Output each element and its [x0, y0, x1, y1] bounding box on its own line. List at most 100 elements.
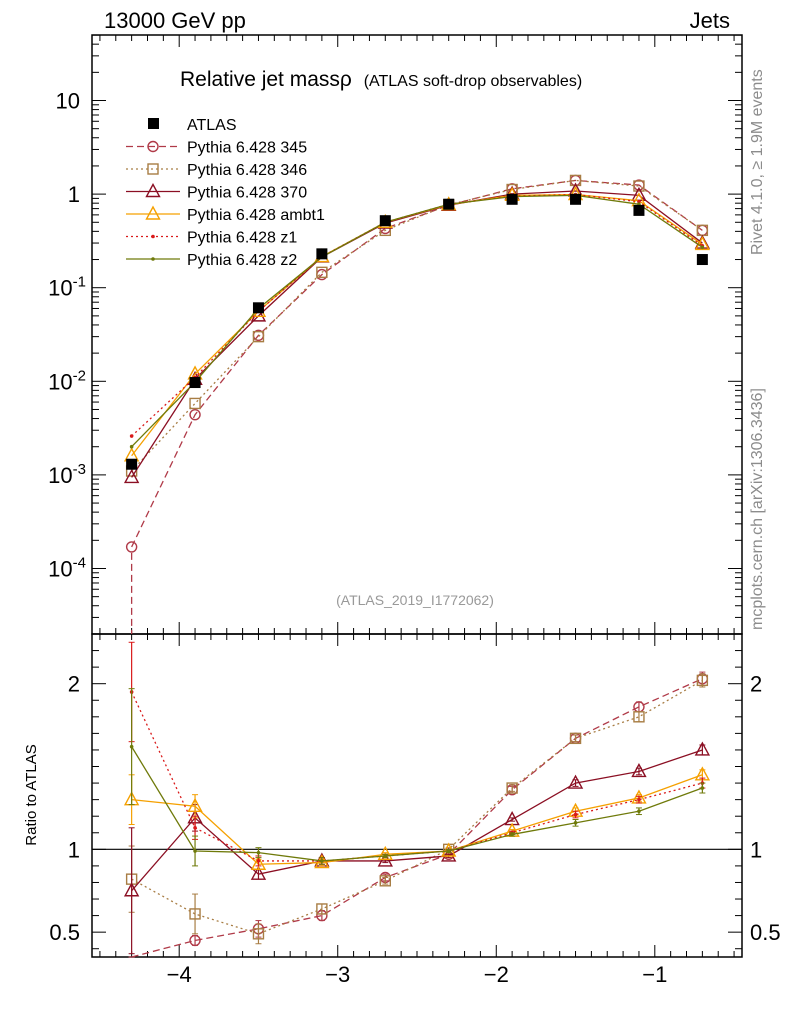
y-tick-label: 10-2 [48, 367, 86, 394]
header-right: Jets [690, 8, 730, 33]
legend-marker [148, 118, 159, 129]
y-tick-label-exponent: -3 [73, 461, 86, 478]
legend-entry-3: Pythia 6.428 ambt1 [126, 205, 325, 224]
x-tick-label: −3 [325, 962, 350, 987]
ratio-y-axis-label: Ratio to ATLAS [23, 744, 40, 845]
legend-label: Pythia 6.428 346 [187, 162, 307, 179]
ratio-point [129, 744, 134, 749]
y-tick-label-base: 10 [48, 556, 72, 581]
series-point [125, 541, 138, 553]
y-tick-label-exponent: -4 [73, 554, 86, 571]
ratio-point [567, 774, 584, 789]
y-tick-label-base: 10 [48, 369, 72, 394]
legend-entry-data: ATLAS [148, 117, 237, 134]
ratio-point [314, 854, 330, 869]
ratio-y-tick-label: 2 [68, 672, 80, 697]
legend-label: Pythia 6.428 ambt1 [187, 207, 325, 224]
series-line [131, 194, 703, 448]
ratio-point [441, 847, 457, 862]
series-point [129, 444, 134, 449]
mcplots-reference-label: mcplots.cern.ch [arXiv:1306.3436] [749, 388, 766, 630]
ratio-point [320, 859, 324, 863]
ratio-line [131, 679, 703, 935]
y-tick-label: 10-3 [48, 461, 86, 488]
data-point [443, 198, 455, 210]
legend-label: ATLAS [187, 117, 237, 134]
legend: ATLAS Pythia 6.428 345 Pythia 6.428 346 Pyt… [126, 117, 325, 269]
series-point [189, 397, 201, 410]
ratio-y-tick-label: 1 [68, 837, 80, 862]
y-tick-label: 10 [56, 89, 80, 114]
ratio-point [573, 812, 578, 817]
data-point [633, 204, 645, 216]
series-ratio-5 [128, 688, 706, 867]
ratio-point [123, 882, 140, 897]
series-point [637, 199, 641, 204]
ratio-plot-series [123, 641, 711, 958]
series-point [316, 266, 328, 279]
x-tick-label: −1 [642, 962, 667, 987]
legend-entry-5: Pythia 6.428 z2 [126, 252, 297, 269]
data-point [379, 215, 391, 227]
ratio-point [377, 845, 393, 861]
series-point [123, 468, 140, 484]
data-point [506, 193, 518, 205]
legend-entry-2: Pythia 6.428 370 [126, 183, 307, 202]
data-point [252, 302, 264, 314]
y-tick-label-base: 10 [48, 463, 72, 488]
legend-marker [151, 234, 155, 239]
ratio-point [252, 928, 265, 940]
ratio-y-tick-label: 0.5 [49, 920, 80, 945]
header-left: 13000 GeV pp [104, 8, 246, 33]
x-tick-label: −2 [484, 962, 509, 987]
ratio-plot-frame: −4 −3 −2 −1 0.5 0.5 1 1 2 2 [49, 633, 781, 987]
series-point [252, 330, 265, 343]
chart-title-main: Relative jet massρ [180, 68, 352, 91]
ratio-point [637, 809, 641, 814]
ratio-point [446, 849, 451, 853]
y-tick-label-exponent: -1 [73, 274, 86, 291]
ratio-point [250, 855, 267, 870]
series-main-1 [125, 174, 709, 477]
legend-label: Pythia 6.428 345 [187, 140, 307, 157]
legend-marker [147, 140, 159, 153]
main-plot-series [123, 174, 711, 634]
chart-title-sub: (ATLAS soft-drop observables) [364, 73, 582, 90]
data-point [126, 458, 138, 470]
data-point [570, 193, 582, 205]
chart-title: Relative jet massρ (ATLAS soft-drop obse… [180, 68, 582, 91]
ratio-y-tick-label-right: 1 [750, 837, 762, 862]
legend-marker [145, 183, 161, 198]
data-point [189, 377, 201, 389]
series-line [131, 179, 703, 472]
analysis-watermark: (ATLAS_2019_I1772062) [336, 592, 494, 608]
ratio-point [383, 854, 388, 858]
legend-marker [147, 163, 159, 175]
ratio-point [256, 850, 261, 855]
y-tick-label-base: 10 [48, 276, 72, 301]
ratio-point [316, 903, 328, 915]
series-point [700, 245, 705, 250]
ratio-point [700, 786, 705, 790]
ratio-point [633, 711, 645, 723]
ratio-point [187, 797, 203, 812]
rivet-version-label: Rivet 4.1.0, ≥ 1.9M events [749, 69, 766, 255]
ratio-y-tick-label-right: 2 [750, 672, 762, 697]
series-point [189, 408, 201, 421]
ratio-point [256, 859, 261, 863]
legend-label: Pythia 6.428 z1 [187, 230, 297, 247]
ratio-point [379, 875, 391, 887]
ratio-line [131, 749, 703, 892]
series-point [694, 235, 711, 251]
x-tick-label: −4 [167, 962, 192, 987]
ratio-point [696, 674, 709, 687]
ratio-point [189, 908, 201, 920]
y-tick-label: 10-4 [48, 554, 86, 581]
ratio-line [131, 678, 703, 958]
ratio-point [637, 797, 641, 802]
legend-entry-4: Pythia 6.428 z1 [126, 230, 297, 247]
data-point [316, 248, 328, 260]
ratio-point [694, 741, 711, 756]
